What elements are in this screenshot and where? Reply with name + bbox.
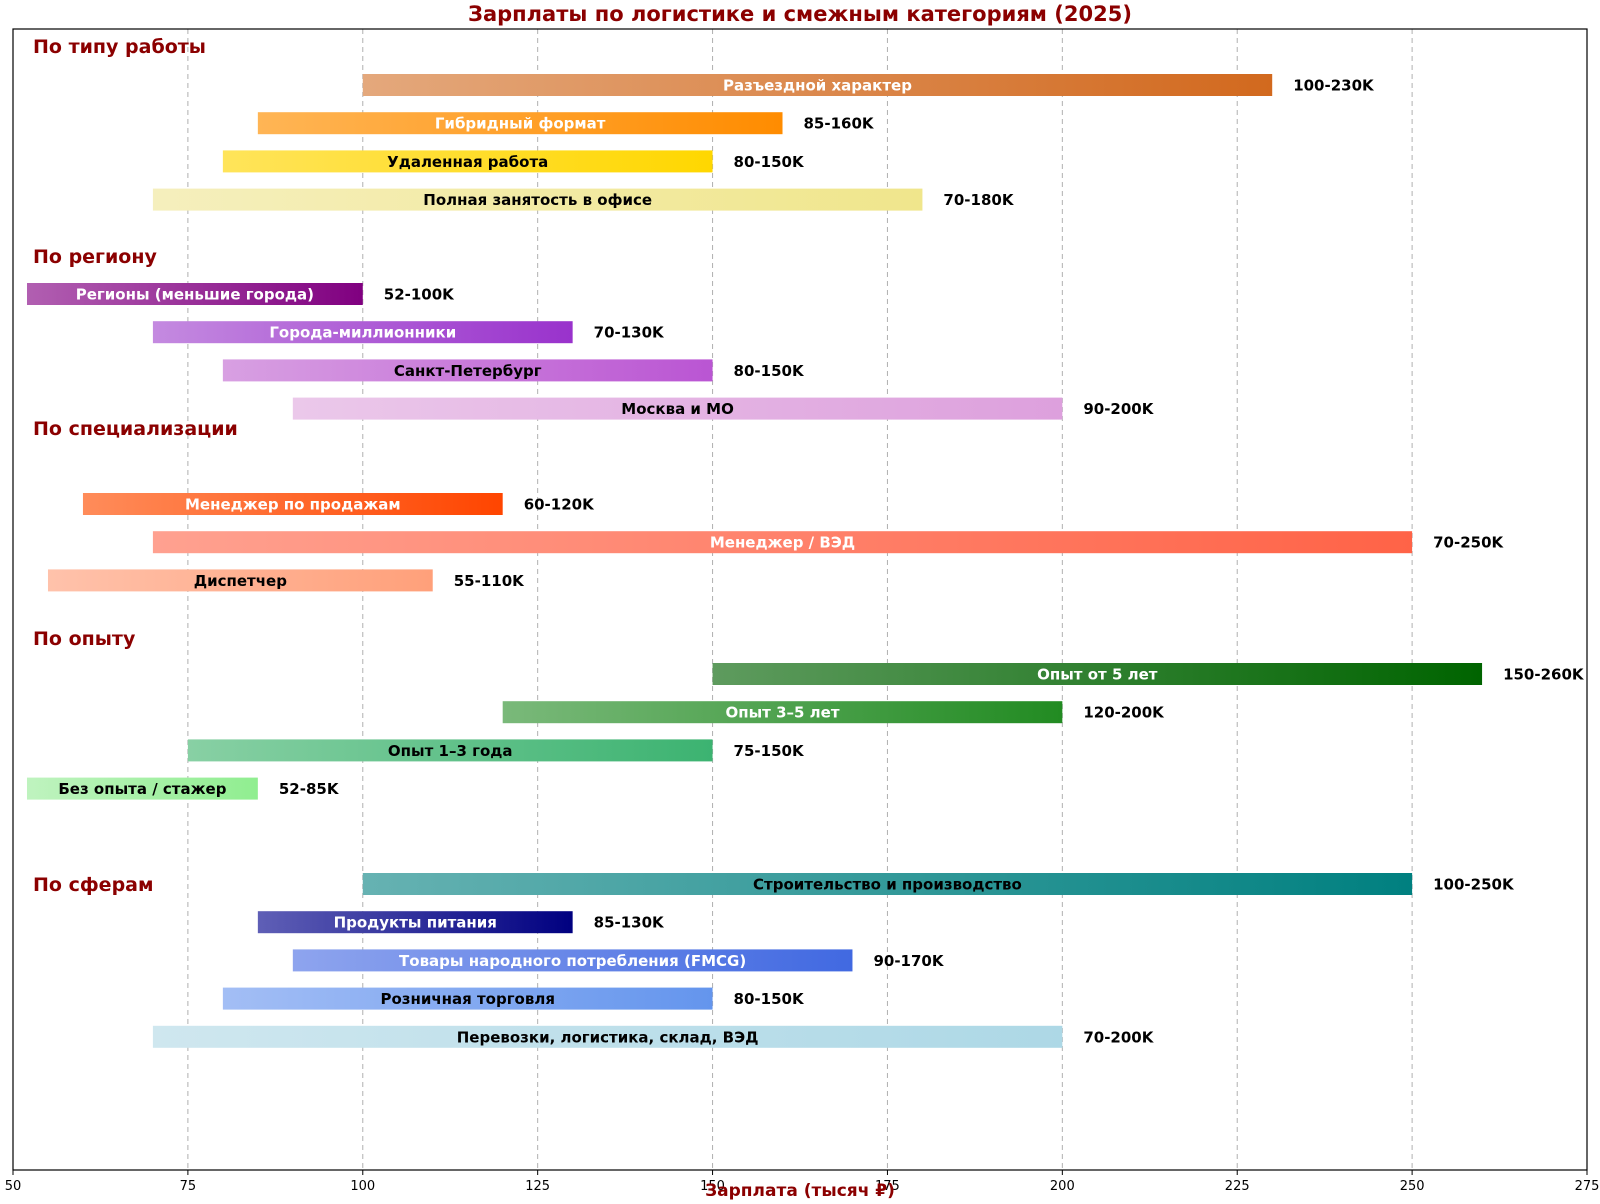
- bar: [47, 569, 433, 592]
- x-tick-label: 175: [875, 1179, 900, 1194]
- x-tick-label: 225: [1225, 1179, 1250, 1194]
- bar-value-label: 70-180K: [943, 191, 1014, 209]
- bar-value-label: 120-200K: [1083, 704, 1165, 722]
- bar-value-label: 60-120K: [524, 496, 595, 514]
- bar-label: Строительство и производство: [753, 876, 1022, 894]
- bar: [257, 911, 573, 934]
- bar-value-label: 85-160K: [804, 115, 875, 133]
- bar: [82, 493, 503, 515]
- grid-layer: [187, 29, 1413, 1170]
- plot-frame: [12, 28, 1588, 1171]
- bar-value-label: 70-200K: [1083, 1028, 1154, 1046]
- x-tick-label: 150: [700, 1179, 725, 1194]
- bar: [152, 531, 1413, 554]
- bar: [257, 112, 783, 135]
- bar-label: Розничная торговля: [380, 990, 555, 1008]
- x-tick-label: 125: [525, 1179, 550, 1194]
- bar: [222, 987, 713, 1010]
- bar: [26, 283, 363, 305]
- bar-value-label: 90-200K: [1083, 400, 1154, 418]
- bar-label: Перевозки, логистика, склад, ВЭД: [457, 1028, 759, 1046]
- x-tick-label: 250: [1400, 1179, 1425, 1194]
- bar-value-label: 80-150K: [734, 362, 805, 380]
- bar-label: Опыт от 5 лет: [1037, 666, 1158, 684]
- bar-label: Без опыта / стажер: [58, 780, 226, 798]
- bar: [152, 1025, 1063, 1048]
- bar-value-label: 80-150K: [734, 990, 805, 1008]
- group-label: По региону: [33, 246, 157, 268]
- bar-value-label: 75-150K: [734, 742, 805, 760]
- bar-value-label: 52-85K: [279, 780, 340, 798]
- bar-value-label: 55-110K: [454, 572, 525, 590]
- bar-value-label: 70-130K: [594, 324, 665, 342]
- bar: [222, 150, 713, 173]
- bar-label: Опыт 1–3 года: [388, 742, 513, 760]
- tick-layer: 50 75 100 125 150 175 200 225 250 275: [5, 1170, 1600, 1194]
- bar-label: Города-миллионники: [269, 324, 456, 342]
- bar-label: Диспетчер: [194, 572, 287, 590]
- group-label-layer: По типу работы По региону По специализации…: [33, 36, 238, 896]
- bar-label: Удаленная работа: [387, 153, 548, 171]
- bar-value-label: 70-250K: [1433, 534, 1504, 552]
- bar-label: Опыт 3–5 лет: [725, 704, 839, 722]
- group-label: По типу работы: [33, 36, 206, 58]
- x-tick-label: 75: [180, 1179, 197, 1194]
- bar-value-label: 52-100K: [384, 286, 455, 304]
- bar-label: Менеджер / ВЭД: [710, 534, 855, 552]
- bar: [187, 739, 713, 762]
- bar-layer: Разъездной характер 100-230K Гибридный фор…: [26, 74, 1585, 1048]
- bar-label: Разъездной характер: [723, 77, 912, 95]
- bar: [152, 188, 923, 211]
- bar-label: Регионы (меньшие города): [76, 286, 314, 304]
- bar: [712, 663, 1483, 685]
- bar-label: Менеджер по продажам: [185, 496, 401, 514]
- bar: [502, 701, 1063, 724]
- bar-label: Москва и МО: [621, 400, 734, 418]
- x-axis-label: Зарплата (тысяч ₽): [705, 1181, 895, 1200]
- group-label: По опыту: [33, 628, 136, 650]
- x-tick-label: 200: [1050, 1179, 1075, 1194]
- bar-value-label: 150-260K: [1503, 666, 1585, 684]
- bar: [362, 873, 1413, 895]
- bar-label: Гибридный формат: [435, 115, 606, 133]
- bar-value-label: 80-150K: [734, 153, 805, 171]
- bar: [362, 74, 1273, 96]
- x-tick-label: 100: [350, 1179, 375, 1194]
- bar-value-label: 85-130K: [594, 914, 665, 932]
- bar: [152, 321, 573, 344]
- x-tick-label: 50: [5, 1179, 22, 1194]
- bar-label: Продукты питания: [334, 914, 497, 932]
- bar-label: Санкт-Петербург: [394, 362, 542, 380]
- bar-value-label: 90-170K: [873, 952, 944, 970]
- group-label: По сферам: [33, 874, 154, 896]
- bar-label: Товары народного потребления (FMCG): [399, 952, 746, 970]
- bar: [26, 777, 258, 800]
- group-label: По специализации: [33, 418, 238, 440]
- bar: [292, 397, 1063, 420]
- bar-value-label: 100-230K: [1293, 77, 1375, 95]
- bar: [222, 359, 713, 382]
- bar-label: Полная занятость в офисе: [423, 191, 652, 209]
- bar-value-label: 100-250K: [1433, 876, 1515, 894]
- chart-title: Зарплаты по логистике и смежным категори…: [468, 2, 1132, 26]
- bar: [292, 949, 853, 972]
- x-tick-label: 275: [1575, 1179, 1600, 1194]
